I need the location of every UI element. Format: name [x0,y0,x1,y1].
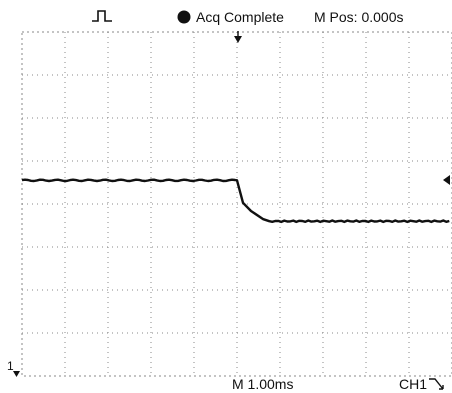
filled-circle-icon [177,10,191,24]
graticule-border [21,31,452,377]
trigger-type-indicator [92,10,112,22]
timebase-readout: M 1.00ms [232,376,293,392]
ground-arrow-icon [13,371,20,377]
acquisition-status: Acq Complete [196,9,284,25]
falling-edge-icon [429,378,444,390]
main-position-readout: M Pos: 0.000s [314,9,404,25]
pulse-trigger-icon [92,10,112,22]
left-arrow-icon [443,175,450,185]
down-arrow-icon [234,31,242,43]
waveform-trace [21,178,450,224]
channel-readout: CH1 [399,376,427,392]
graticule [22,32,452,376]
channel-ground-label: 1 [7,359,14,373]
